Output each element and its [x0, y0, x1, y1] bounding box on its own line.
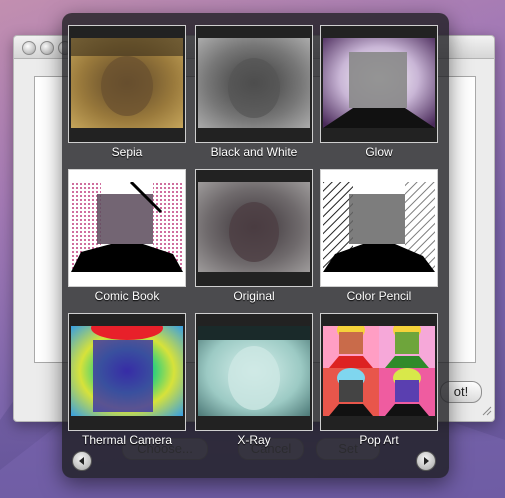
next-page-button[interactable]	[416, 451, 436, 471]
resize-grip-icon[interactable]	[480, 404, 492, 416]
effect-label: Sepia	[111, 145, 143, 159]
effect-label: X-Ray	[237, 433, 271, 447]
effect-label: Comic Book	[94, 289, 160, 303]
minimize-window-icon[interactable]	[40, 41, 54, 55]
left-arrow-icon	[79, 457, 84, 465]
effect-label: Thermal Camera	[81, 433, 173, 447]
sepia-preview-icon	[71, 38, 183, 128]
effect-label: Glow	[365, 145, 393, 159]
close-window-icon[interactable]	[22, 41, 36, 55]
x-ray-preview-icon	[198, 326, 310, 416]
effect-label: Color Pencil	[346, 289, 412, 303]
previous-page-button[interactable]	[72, 451, 92, 471]
right-arrow-icon	[424, 457, 429, 465]
thermal-camera-preview-icon	[71, 326, 183, 416]
effects-browser-panel: Sepia Black and White Glow	[62, 13, 449, 478]
effect-label: Pop Art	[359, 433, 399, 447]
pop-art-preview-icon	[323, 326, 435, 416]
effect-label: Black and White	[210, 145, 298, 159]
original-preview-icon	[198, 182, 310, 272]
comic-book-preview-icon	[71, 182, 183, 272]
effect-label: Original	[233, 289, 275, 303]
black-and-white-preview-icon	[198, 38, 310, 128]
glow-preview-icon	[323, 38, 435, 128]
color-pencil-preview-icon	[323, 182, 435, 272]
